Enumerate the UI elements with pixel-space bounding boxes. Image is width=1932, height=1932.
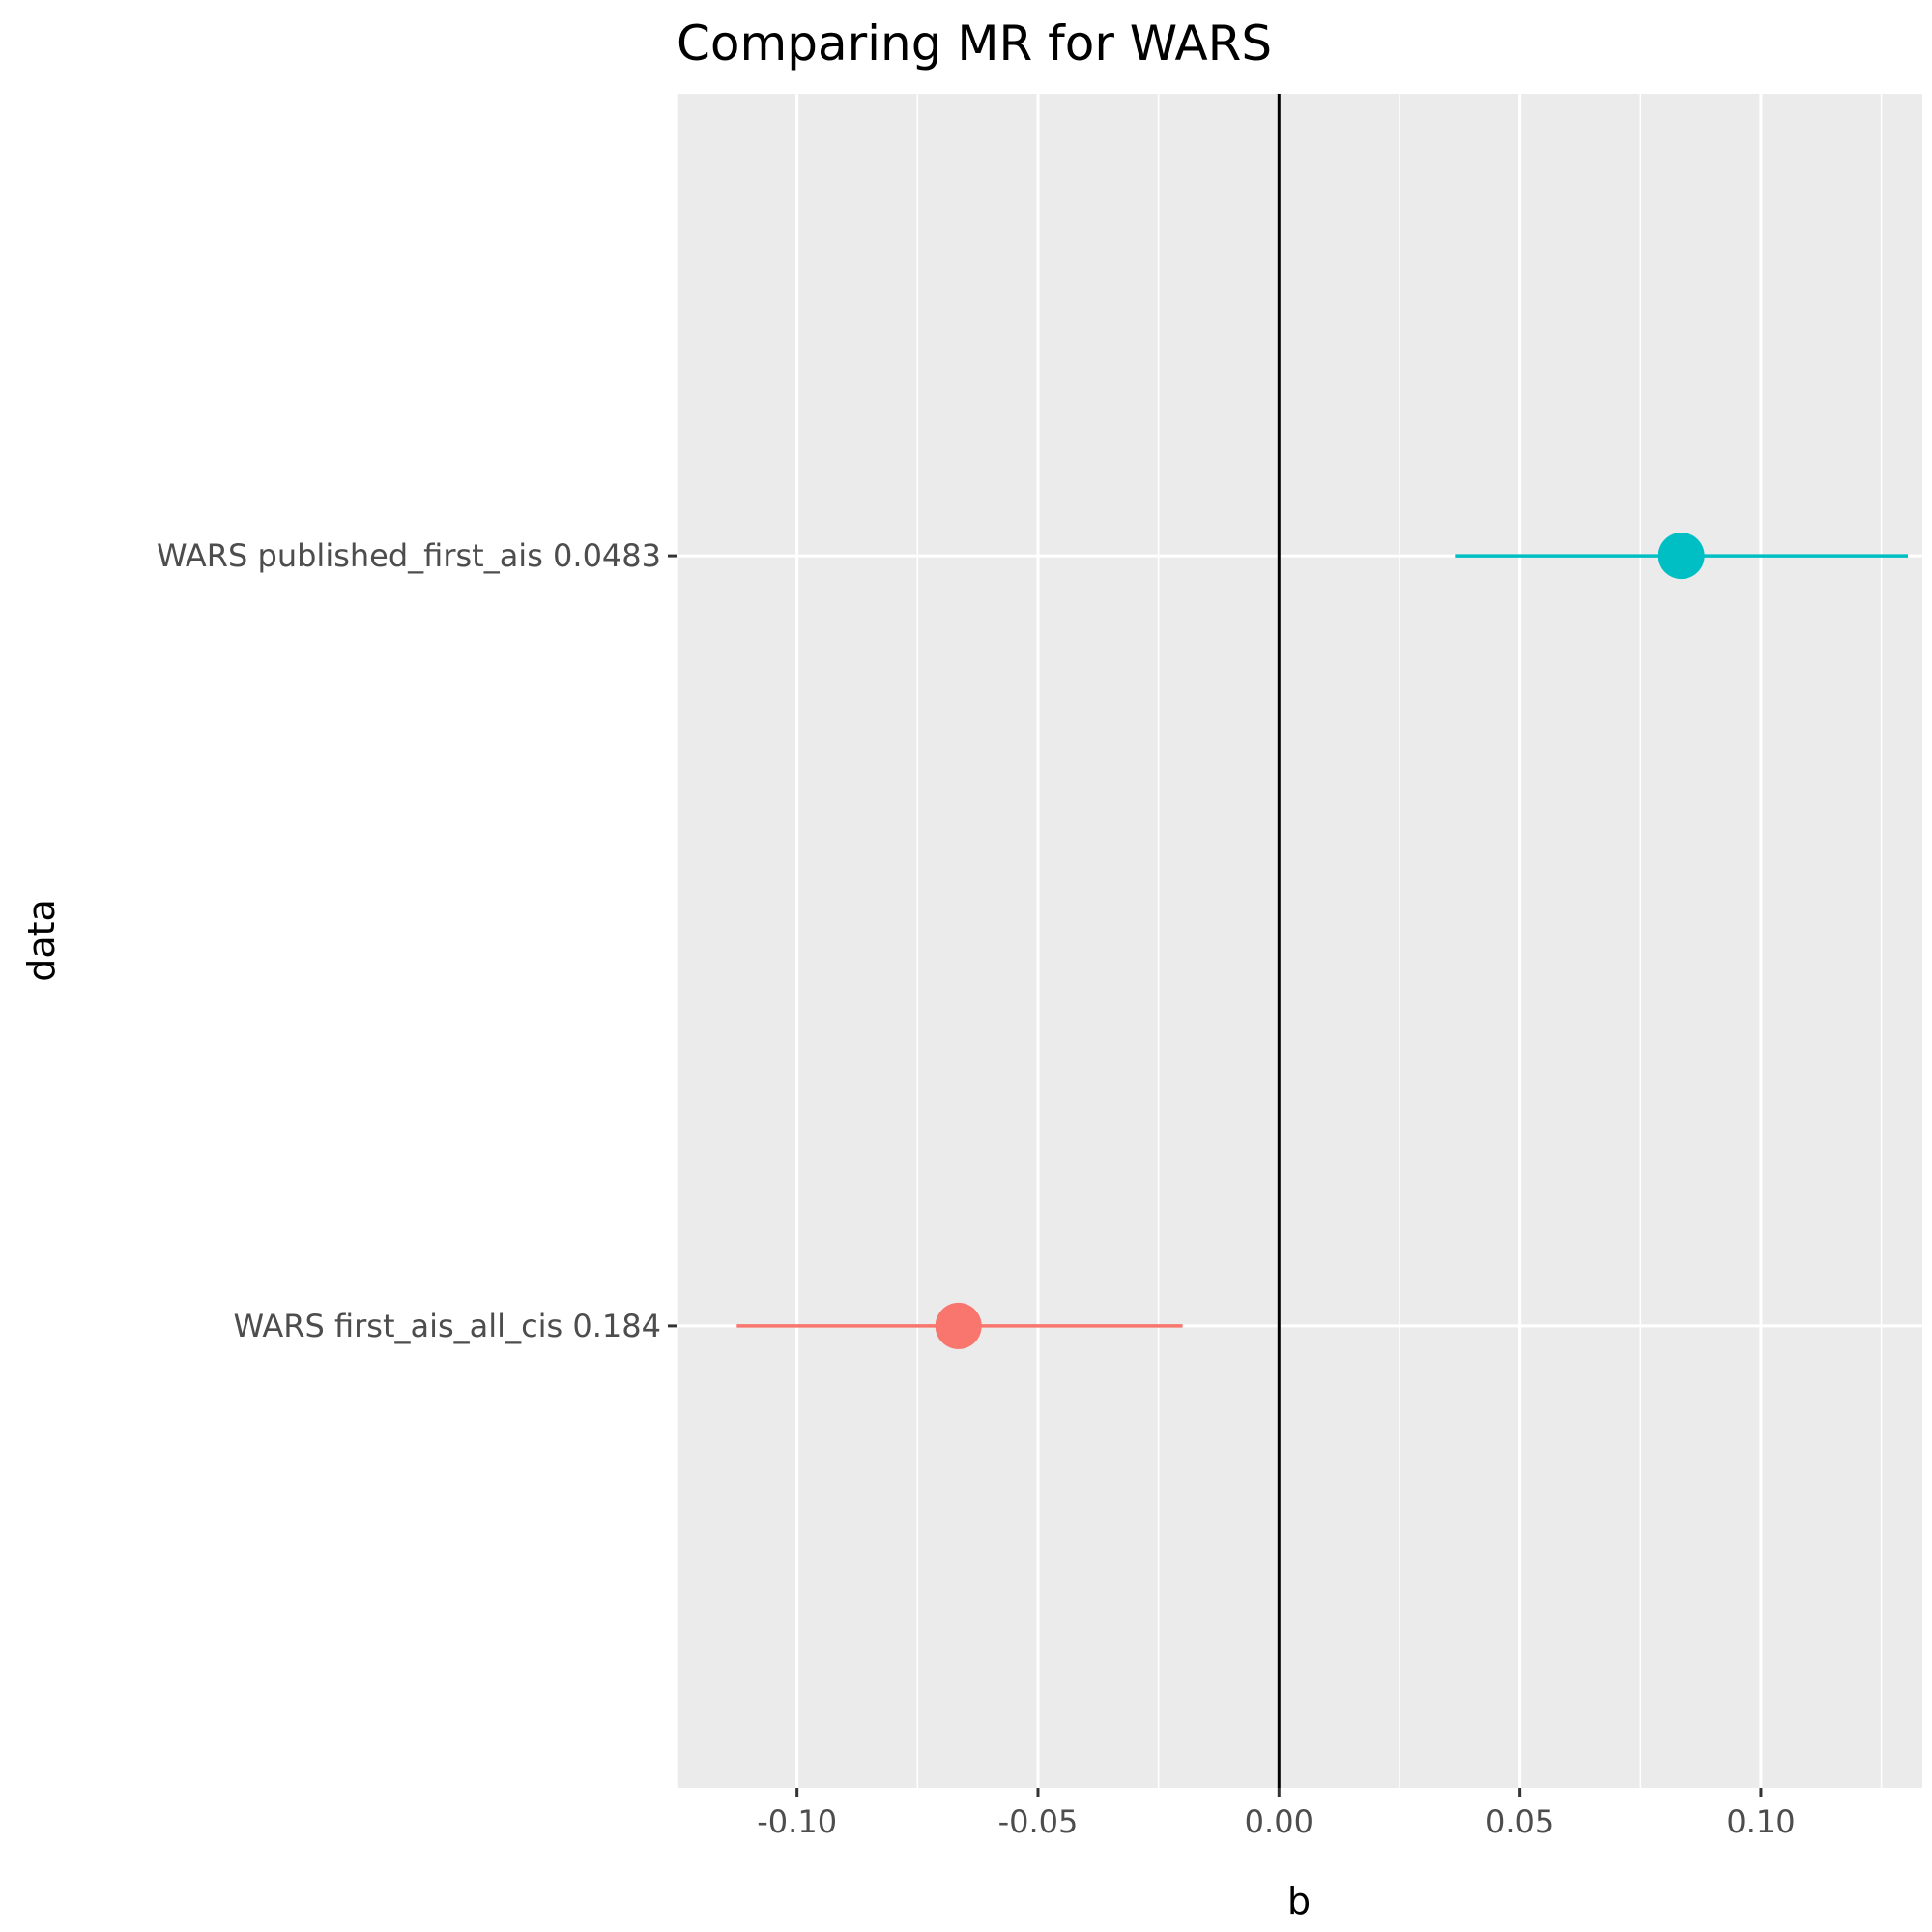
point-estimate [1658,533,1705,580]
x-tick-label: -0.05 [998,1803,1079,1840]
x-tick-label: 0.10 [1726,1803,1795,1840]
chart-title: Comparing MR for WARS [677,15,1272,72]
minor-gridlines [676,94,1883,1788]
x-axis: -0.10 -0.05 0.00 0.05 0.10 [757,1788,1796,1840]
y-tick-label: WARS first_ais_all_cis 0.184 [233,1308,661,1344]
y-axis: WARS first_ais_all_cis 0.184 WARS publish… [157,537,677,1344]
point-estimate [935,1302,982,1349]
y-tick-label: WARS published_first_ais 0.0483 [157,537,661,574]
plot-panel [677,94,1922,1788]
y-axis-title: data [20,899,63,982]
estimate-marks [736,533,1909,1349]
x-tick-label: 0.00 [1245,1803,1313,1840]
x-axis-title: b [1287,1880,1311,1922]
x-tick-label: 0.05 [1485,1803,1554,1840]
x-tick-label: -0.10 [757,1803,837,1840]
